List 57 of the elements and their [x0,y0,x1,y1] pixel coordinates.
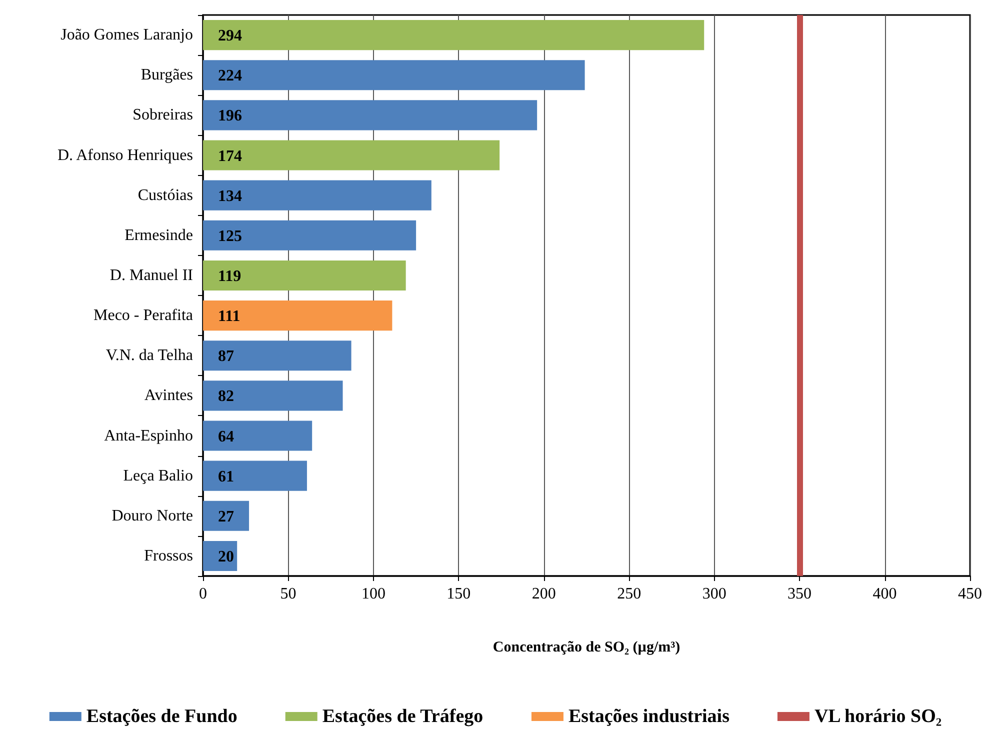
y-tick-label: Ermesinde [124,226,193,244]
bar [203,180,432,210]
x-tick-label: 150 [446,586,471,602]
data-label: 119 [218,268,242,285]
data-label: 87 [218,348,234,366]
y-tick-label: Frossos [144,547,193,564]
data-label: 20 [218,548,234,566]
bar [203,220,416,250]
bar [203,380,343,411]
data-label: 82 [218,388,234,406]
data-label: 134 [218,188,242,205]
data-label: 174 [218,148,242,165]
x-tick-label: 300 [702,586,726,602]
legend-label: VL horário SO₂ [814,706,942,727]
x-axis-title: Concentração de SO₂ (µg/m³) [492,640,680,656]
bar [203,500,250,531]
y-tick-label: Sobreiras [132,106,193,124]
bar [203,340,352,371]
data-label: 196 [218,108,242,125]
bar [203,420,312,451]
y-tick-label: Custóias [138,186,193,204]
x-tick-label: 0 [199,586,207,602]
y-tick-label: Meco - Perafita [93,307,193,324]
x-tick-label: 250 [617,586,642,602]
data-label: 224 [218,68,242,85]
legend-label: Estações de Fundo [86,706,238,727]
data-label: 111 [218,308,240,326]
x-tick-label: 50 [280,586,296,602]
bar [203,100,538,130]
x-tick-label: 100 [361,586,386,602]
x-tick-label: 400 [872,586,897,602]
y-tick-label: V.N. da Telha [106,347,193,364]
y-tick-label: Leça Balio [123,467,193,484]
data-label: 27 [218,508,234,526]
data-label: 64 [218,428,234,446]
data-label: 125 [218,228,242,245]
y-tick-label: Burgães [140,66,193,84]
data-label: 61 [218,468,234,486]
bar [203,300,392,331]
bar [203,60,585,90]
data-label: 294 [218,28,242,45]
y-tick-label: Anta-Espinho [104,427,193,444]
legend-label: Estações industriais [568,706,730,727]
y-tick-label: D. Afonso Henriques [57,146,193,164]
bar [203,260,406,290]
bar [203,460,307,491]
y-tick-label: Avintes [144,387,193,404]
x-tick-label: 450 [958,586,982,602]
x-tick-label: 350 [788,586,812,602]
y-tick-label: Douro Norte [112,507,193,524]
bar [203,20,704,50]
x-tick-label: 200 [532,586,556,602]
y-tick-label: D. Manuel II [110,266,193,284]
legend-label: Estações de Tráfego [322,706,484,727]
bar [203,140,500,170]
y-tick-label: João Gomes Laranjo [60,26,193,44]
bar [203,540,238,571]
